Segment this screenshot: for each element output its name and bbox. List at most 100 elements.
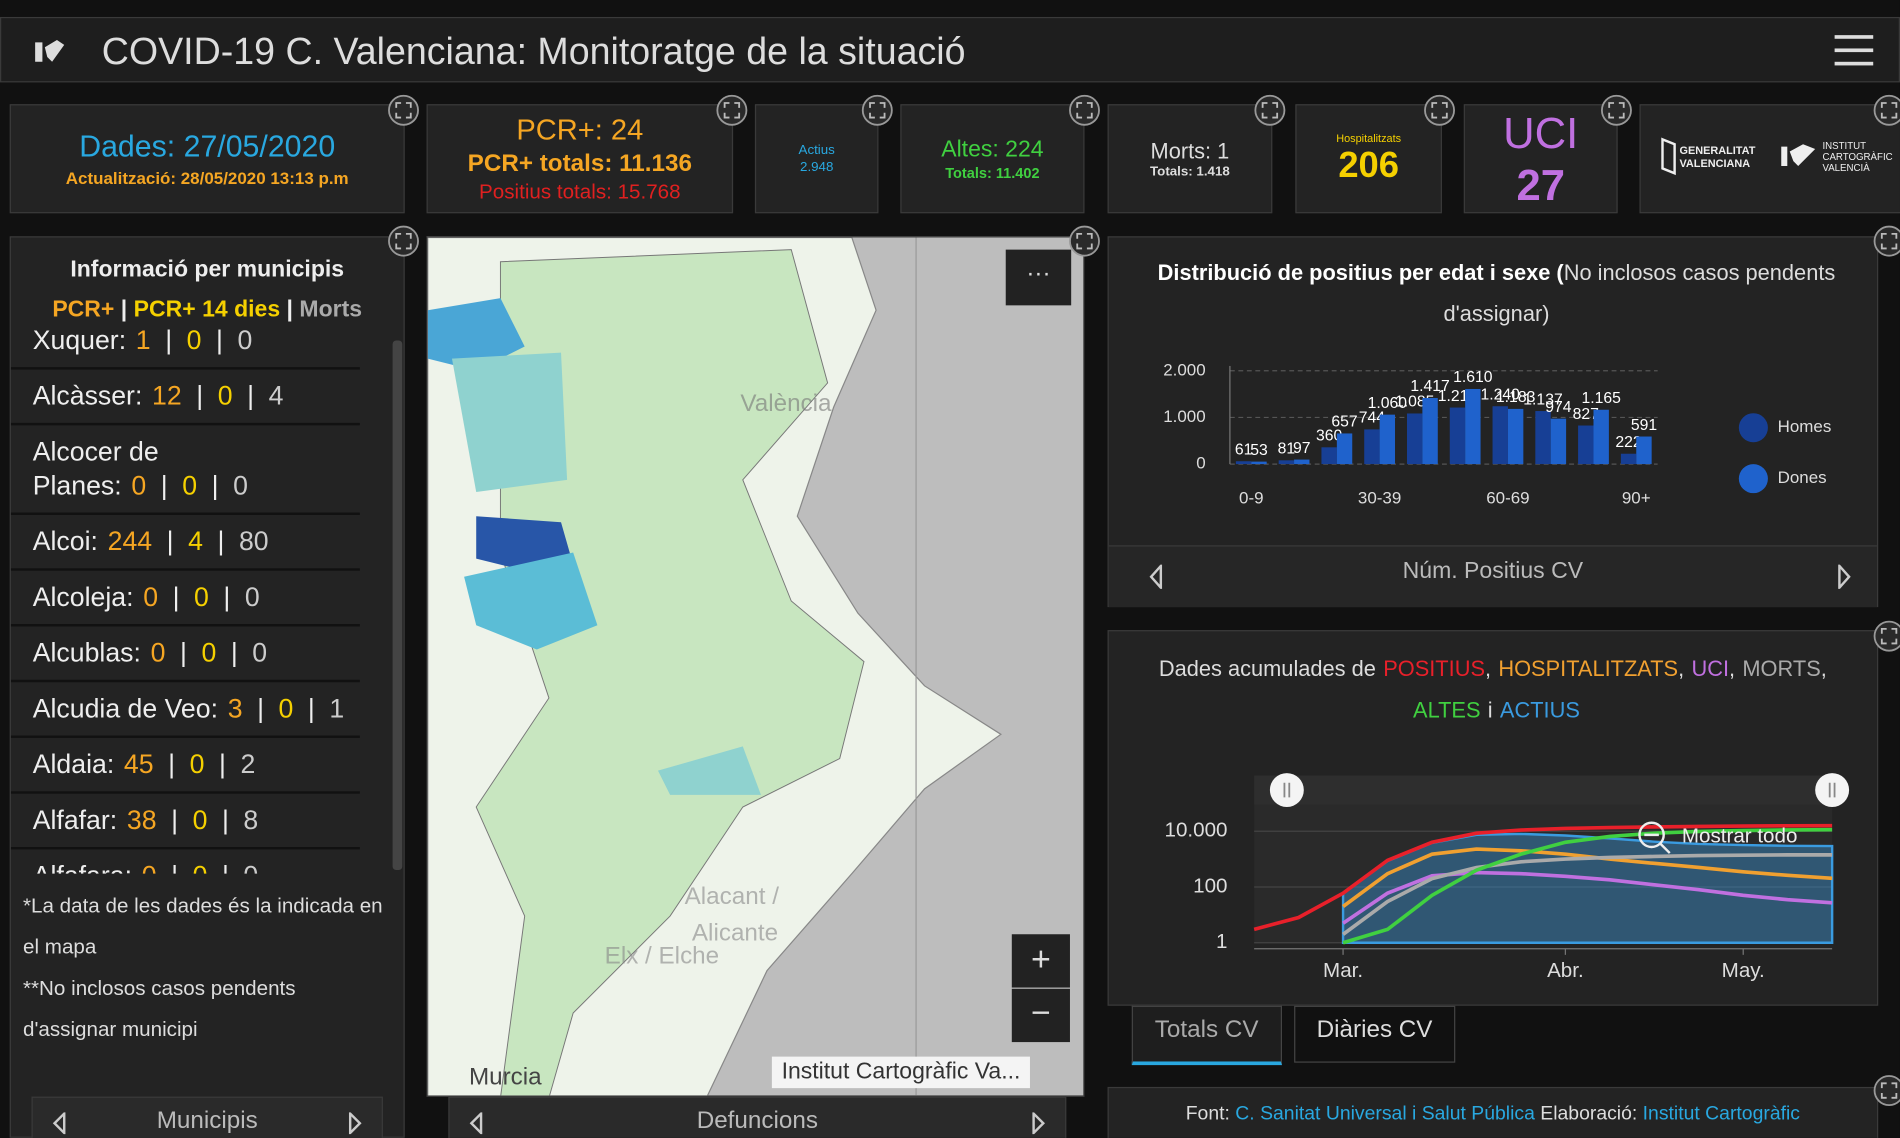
source-link[interactable]: C. Sanitat Universal i Salut Pública [1235,1103,1535,1125]
municipality-name: Alfafara [33,860,125,873]
map-menu[interactable]: ··· [1005,249,1072,306]
tab[interactable]: Totals CV [1131,1005,1282,1066]
value-separator: | [165,328,173,356]
value-pcr14: 0 [217,380,233,411]
value-pcr: 38 [126,804,157,835]
region [427,298,525,371]
value-deaths: 0 [252,637,268,668]
map-label: Alicante [691,919,779,947]
value-separator: | [222,860,229,873]
scrollbar[interactable] [392,340,403,871]
legend-separator: | [120,296,128,323]
map-attribution: Institut Cartogràfic Va... [771,1056,1031,1089]
next-button[interactable] [348,1112,363,1135]
tab[interactable]: Diàries CV [1293,1005,1456,1063]
legend-label: POSITIUS [1383,656,1485,681]
pcr-daily: PCR+: 24 [516,113,644,147]
expand-button[interactable] [1873,620,1900,652]
header-title: COVID-19 C. Valenciana: Monitoratge de l… [101,30,966,73]
name-suffix: : [106,748,115,780]
title-joiner: , [1729,656,1736,681]
title-joiner: , [1820,656,1827,681]
age-chart-title: Distribució de positius per edat i sexe … [1133,252,1860,334]
nav-label: Municipis [156,1107,258,1135]
footnotes: *La data de les dades és la indicada en … [23,886,387,1051]
prev-button[interactable] [469,1112,484,1135]
value-separator: | [247,380,255,411]
age-chart-panel: Distribució de positius per edat i sexe … [1107,236,1879,608]
zoom-in[interactable]: + [1011,934,1070,988]
value-separator: | [217,525,225,557]
value-separator: | [219,748,226,780]
region [475,249,865,1096]
municipality-row: Alcocer de Planes: 0 | 0 | 0 [10,425,360,515]
value-pcr: 45 [123,748,154,780]
value-pcr: 0 [142,860,157,873]
icu-value: 27 [1516,159,1565,210]
value-separator: | [216,328,223,356]
expand-icon [1880,627,1898,645]
credit-link[interactable]: Institut Cartogràfic [1642,1103,1800,1125]
name-suffix: : [126,581,134,612]
source-label: Font: [1185,1103,1230,1125]
municipality-row: Alcoi: 244 | 4 | 80 [10,515,360,571]
value-pcr: 244 [107,525,153,557]
value-pcr: 1 [135,328,151,356]
municipality-row: Aldaia: 45 | 0 | 2 [10,738,360,794]
hospitalized-value: 206 [1338,145,1399,186]
region [451,352,568,492]
value-deaths: 0 [244,581,260,612]
municipality-name: Aldaia [32,748,107,780]
footer-text: Font: C. Sanitat Universal i Salut Públi… [1109,1104,1877,1126]
value-deaths: 1 [329,693,345,724]
value-separator: | [171,804,179,835]
expand-button[interactable] [1873,1075,1900,1107]
municipality-values: 0 | 0 | 0 [142,860,259,873]
value-deaths: 0 [233,470,248,501]
value-separator: | [307,693,315,724]
value-pcr14: 0 [193,860,208,873]
municipality-values: 244 | 4 | 80 [108,526,269,556]
expand-button[interactable] [1873,225,1900,257]
value-pcr14: 0 [194,581,209,612]
municipality-name: Alcoleja [32,581,127,612]
name-suffix: : [134,380,143,411]
municipality-row: Xuquer: 1 | 0 | 0 [10,328,360,370]
chart-nav: Núm. Positius CV [1108,545,1877,608]
map-nav: Defuncions [448,1096,1067,1138]
legend-label: UCI [1691,656,1730,681]
legend-item: Morts [299,296,363,323]
municipality-row: Alcublas: 0 | 0 | 0 [10,626,360,683]
menu-button[interactable] [1834,33,1874,67]
expand-circle [1873,620,1900,652]
legend-label: HOSPITALITZATS [1498,656,1679,681]
next-button[interactable] [1031,1112,1046,1135]
municipality-name: Alcublas [32,637,134,668]
deaths-panel: Morts: 1 Totals: 1.418 [1107,104,1273,214]
legend-separator: | [286,296,294,323]
value-pcr: 12 [152,380,182,411]
nav-label: Defuncions [696,1107,818,1135]
logo-text: VALENCIÀ [1822,162,1870,174]
positives-total: Positius totals: 15.768 [479,180,681,204]
municipality-row: Alfafara:0|0|0 [11,849,360,873]
value-separator: | [257,693,265,724]
prev-button[interactable] [52,1112,67,1135]
active-label: Actius [798,142,835,158]
municipality-name: Xuquer [32,328,119,356]
value-separator: | [172,581,180,612]
next-button[interactable] [1837,564,1852,589]
municipality-row: Alfafar: 38 | 0 | 8 [10,794,360,850]
update-time: Actualització: 28/05/2020 13:13 p.m [65,168,349,188]
legend-item: PCR+ 14 dies [133,296,281,323]
value-separator: | [221,804,229,835]
municipality-values: 3 | 0 | 1 [228,693,345,723]
value-deaths: 0 [237,328,253,356]
municipalities-panel: Informació per municipis PCR+ | PCR+ 14 … [9,236,405,1138]
deaths-daily: Morts: 1 [1150,139,1230,164]
zoom-out[interactable]: − [1011,988,1070,1043]
map [427,237,1002,1096]
prev-button[interactable] [1149,564,1164,589]
value-pcr14: 0 [182,470,198,501]
